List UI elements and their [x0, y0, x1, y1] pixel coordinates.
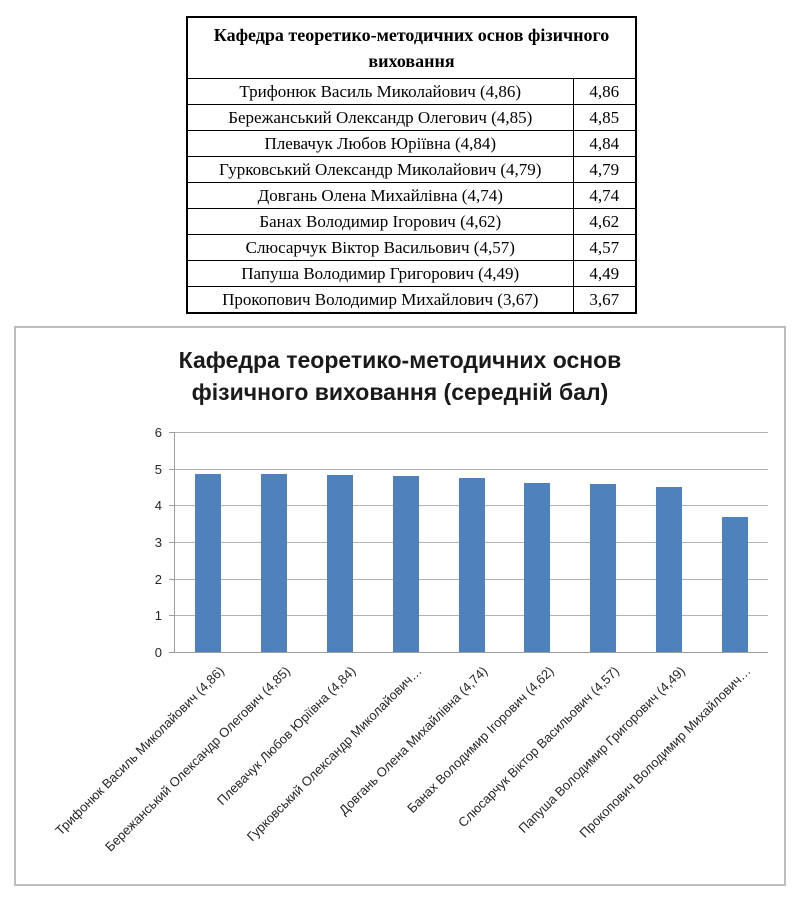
person-score: 4,74 — [572, 182, 637, 210]
person-name: Слюсарчук Віктор Васильович (4,57) — [186, 234, 574, 262]
table-row: Банах Володимир Ігорович (4,62) 4,62 — [186, 208, 637, 236]
person-name: Папуша Володимир Григорович (4,49) — [186, 260, 574, 288]
y-axis-label: 6 — [154, 425, 162, 440]
person-name: Гурковський Олександр Миколайович (4,79) — [186, 156, 574, 184]
person-score: 4,62 — [572, 208, 637, 236]
gridline — [175, 468, 768, 470]
y-axis-label: 3 — [154, 535, 162, 550]
bar — [194, 473, 221, 652]
person-score: 4,84 — [572, 130, 637, 158]
bar — [458, 478, 485, 652]
x-axis-label: Довгань Олена Михайлівна (4,74) — [335, 663, 491, 818]
bar — [524, 482, 551, 652]
gridline — [175, 432, 768, 433]
person-score: 4,86 — [572, 78, 637, 106]
person-score: 4,85 — [572, 104, 637, 132]
y-axis-tick — [169, 542, 174, 543]
y-axis-tick — [169, 432, 174, 433]
y-axis-label: 1 — [154, 608, 162, 624]
person-name: Трифонюк Василь Миколайович (4,86) — [186, 78, 574, 106]
y-axis-label: 2 — [154, 571, 162, 587]
bar — [590, 484, 617, 652]
bar — [656, 487, 683, 652]
table-row: Папуша Володимир Григорович (4,49) 4,49 — [186, 260, 637, 288]
table-row: Трифонюк Василь Миколайович (4,86) 4,86 — [186, 78, 637, 106]
y-axis-tick — [169, 505, 174, 507]
chart-title-line2: фізичного виховання (середній бал) — [191, 379, 609, 406]
person-name: Довгань Олена Михайлівна (4,74) — [186, 182, 574, 210]
y-axis-tick — [169, 615, 174, 617]
table-row: Плевачук Любов Юріївна (4,84) 4,84 — [186, 130, 637, 158]
person-score: 3,67 — [572, 286, 637, 314]
x-axis-label: Банах Володимир Ігорович (4,62) — [403, 663, 557, 816]
chart-title: Кафедра теоретико-методичних основ фізич… — [16, 344, 784, 408]
person-name: Бережанський Олександр Олегович (4,85) — [186, 104, 574, 132]
person-score: 4,57 — [572, 234, 637, 262]
table-row: Бережанський Олександр Олегович (4,85) 4,… — [186, 104, 637, 132]
y-axis-label: 0 — [154, 645, 162, 660]
y-axis-label: 5 — [154, 461, 162, 477]
y-axis-labels: 0 1 2 3 4 5 6 — [16, 426, 162, 659]
x-axis-labels: Трифонюк Василь Миколайович (4,86) Бережа… — [16, 658, 788, 884]
bar — [326, 474, 353, 652]
ranking-table: Кафедра теоретико-методичних основ фізич… — [186, 16, 637, 315]
y-axis-tick — [169, 468, 174, 470]
person-name: Банах Володимир Ігорович (4,62) — [186, 208, 574, 236]
table-row: Довгань Олена Михайлівна (4,74) 4,74 — [186, 182, 637, 210]
x-axis-label: Плевачук Любов Юріївна (4,84) — [213, 663, 359, 809]
y-axis-tick — [169, 652, 174, 653]
person-name: Плевачук Любов Юріївна (4,84) — [186, 130, 574, 158]
plot-area — [169, 432, 768, 653]
bar — [392, 476, 419, 652]
person-score: 4,49 — [572, 260, 637, 288]
bar — [722, 517, 749, 652]
table-row: Прокопович Володимир Михайлович (3,67) 3,… — [186, 286, 637, 314]
table-row: Слюсарчук Віктор Васильович (4,57) 4,57 — [186, 234, 637, 262]
person-score: 4,79 — [572, 156, 637, 184]
table-header-row: Кафедра теоретико-методичних основ фізич… — [186, 16, 637, 80]
y-axis-tick — [169, 578, 174, 580]
table-title: Кафедра теоретико-методичних основ фізич… — [186, 16, 637, 80]
chart-panel: Кафедра теоретико-методичних основ фізич… — [14, 326, 786, 886]
person-name: Прокопович Володимир Михайлович (3,67) — [186, 286, 574, 314]
table-row: Гурковський Олександр Миколайович (4,79)… — [186, 156, 637, 184]
chart-title-line1: Кафедра теоретико-методичних основ — [178, 347, 622, 373]
y-axis-label: 4 — [154, 498, 162, 514]
bar — [260, 474, 287, 652]
